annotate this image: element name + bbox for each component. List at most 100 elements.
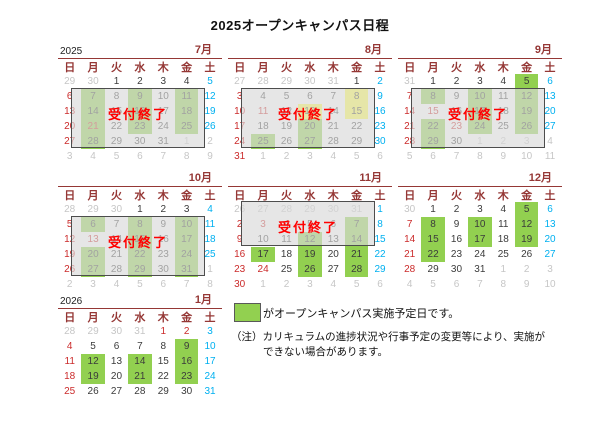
week-row: 30 1 2 3 4 5 6 [398,202,562,217]
day-cell: 3 [477,76,483,87]
day-cell: 22 [374,249,386,260]
day-cell: 26 [234,204,246,215]
day-cell: 22 [157,371,169,382]
week-row: 25 26 27 28 29 30 31 [58,384,222,399]
legend-green-swatch [234,303,261,322]
day-cell: 19 [64,249,76,260]
day-cell: 11 [498,219,509,230]
day-cell: 18 [64,371,76,382]
day-cell: 2 [66,279,73,290]
day-cell: 4 [330,151,337,162]
weekday-label: 月 [87,189,99,202]
week-row: 4 5 6 7 8 9 10 [58,339,222,354]
day-cell: 9 [500,151,507,162]
day-cell: 26 [87,386,99,397]
weekday-label: 水 [134,311,146,324]
weekday-header: 日月火水木金土 [398,187,562,202]
day-cell: 28 [134,386,146,397]
week-row: 27 28 29 30 31 1 2 [228,74,392,89]
day-cell: 16 [234,249,246,260]
day-cell: 7 [183,279,190,290]
day-cell: 16 [174,354,199,369]
day-cell: 2 [236,219,243,230]
day-cell: 28 [344,262,369,277]
day-cell: 19 [204,106,216,117]
closed-overlay: 受付終了 [71,88,205,148]
week-row: 23 24 25 26 27 28 29 [228,262,392,277]
day-cell: 28 [257,76,269,87]
weekday-label: 木 [157,61,169,74]
day-cell: 4 [406,279,413,290]
day-cell: 4 [183,76,190,87]
day-cell: 30 [110,326,123,337]
week-row: 2 3 4 5 6 7 8 [58,277,222,292]
day-cell: 13 [544,219,556,230]
day-cell: 4 [330,279,337,290]
day-cell: 9 [453,219,460,230]
day-cell: 31 [204,386,216,397]
day-cell: 27 [234,76,246,87]
day-cell: 14 [404,234,416,245]
day-cell: 2 [523,264,530,275]
month-header: 9月 [398,42,562,59]
weekday-label: 金 [351,61,363,74]
day-cell: 27 [544,249,556,260]
day-cell: 23 [174,369,199,384]
weekday-label: 土 [544,61,556,74]
day-cell: 5 [514,74,539,89]
day-cell: 5 [207,76,213,87]
day-cell: 26 [64,264,76,275]
weekday-label: 日 [64,61,76,74]
closed-label: 受付終了 [277,220,338,235]
weekday-header: 日月火水木金土 [398,59,562,74]
day-cell: 29 [374,264,386,275]
day-cell: 1 [430,204,436,215]
weekday-header: 日月火水木金土 [58,309,222,324]
day-cell: 2 [137,76,143,87]
day-cell: 20 [64,121,76,132]
day-cell: 5 [430,279,436,290]
weekday-label: 水 [134,189,146,202]
day-cell: 29 [64,76,76,87]
day-cell: 16 [450,234,463,245]
note-line1: （注）カリキュラムの進捗状況や行事予定の変更等により、実施が [231,331,546,343]
day-cell: 29 [87,204,99,215]
weekday-label: 日 [234,189,246,202]
day-cell: 1 [207,264,213,275]
day-cell: 26 [204,121,216,132]
closed-label: 受付終了 [277,107,338,122]
weekday-label: 木 [327,61,339,74]
day-cell: 24 [257,264,269,275]
day-cell: 3 [547,264,553,275]
note-line2: できない場合があります。 [263,346,388,358]
weekday-label: 金 [521,189,533,202]
day-cell: 23 [374,121,386,132]
day-cell: 7 [453,151,460,162]
calendar-month-8月: 8月日月火水木金土2728293031123456789101112131415… [228,42,392,164]
weekday-label: 火 [450,189,462,202]
day-cell: 1 [377,204,383,215]
day-cell: 8 [500,279,507,290]
week-row: 31 1 2 3 4 5 6 [228,149,392,164]
day-cell: 7 [137,341,143,352]
day-cell: 31 [134,326,146,337]
day-cell: 11 [64,356,75,367]
day-cell: 1 [260,279,266,290]
day-cell: 4 [207,204,213,215]
day-cell: 20 [544,234,556,245]
weekday-label: 水 [304,189,316,202]
calendar-month-10月: 10月日月火水木金土282930123456789101112131415161… [58,170,222,292]
calendar-month-12月: 12月日月火水木金土 30 1 2 3 4 5 6 7 8 9 10 11 12 13 14 15 16 17 18 1… [398,170,562,292]
day-cell: 19 [514,232,539,247]
day-cell: 6 [547,76,553,87]
week-row: 18 19 20 21 22 23 24 [58,369,222,384]
day-cell: 1 [260,151,266,162]
day-cell: 27 [327,264,339,275]
day-cell: 8 [207,279,213,290]
day-cell: 10 [468,217,492,232]
day-cell: 29 [87,326,99,337]
day-cell: 3 [236,91,243,102]
day-cell: 2 [283,151,290,162]
weekday-header: 日月火水木金土 [228,187,392,202]
day-cell: 12 [204,91,216,102]
